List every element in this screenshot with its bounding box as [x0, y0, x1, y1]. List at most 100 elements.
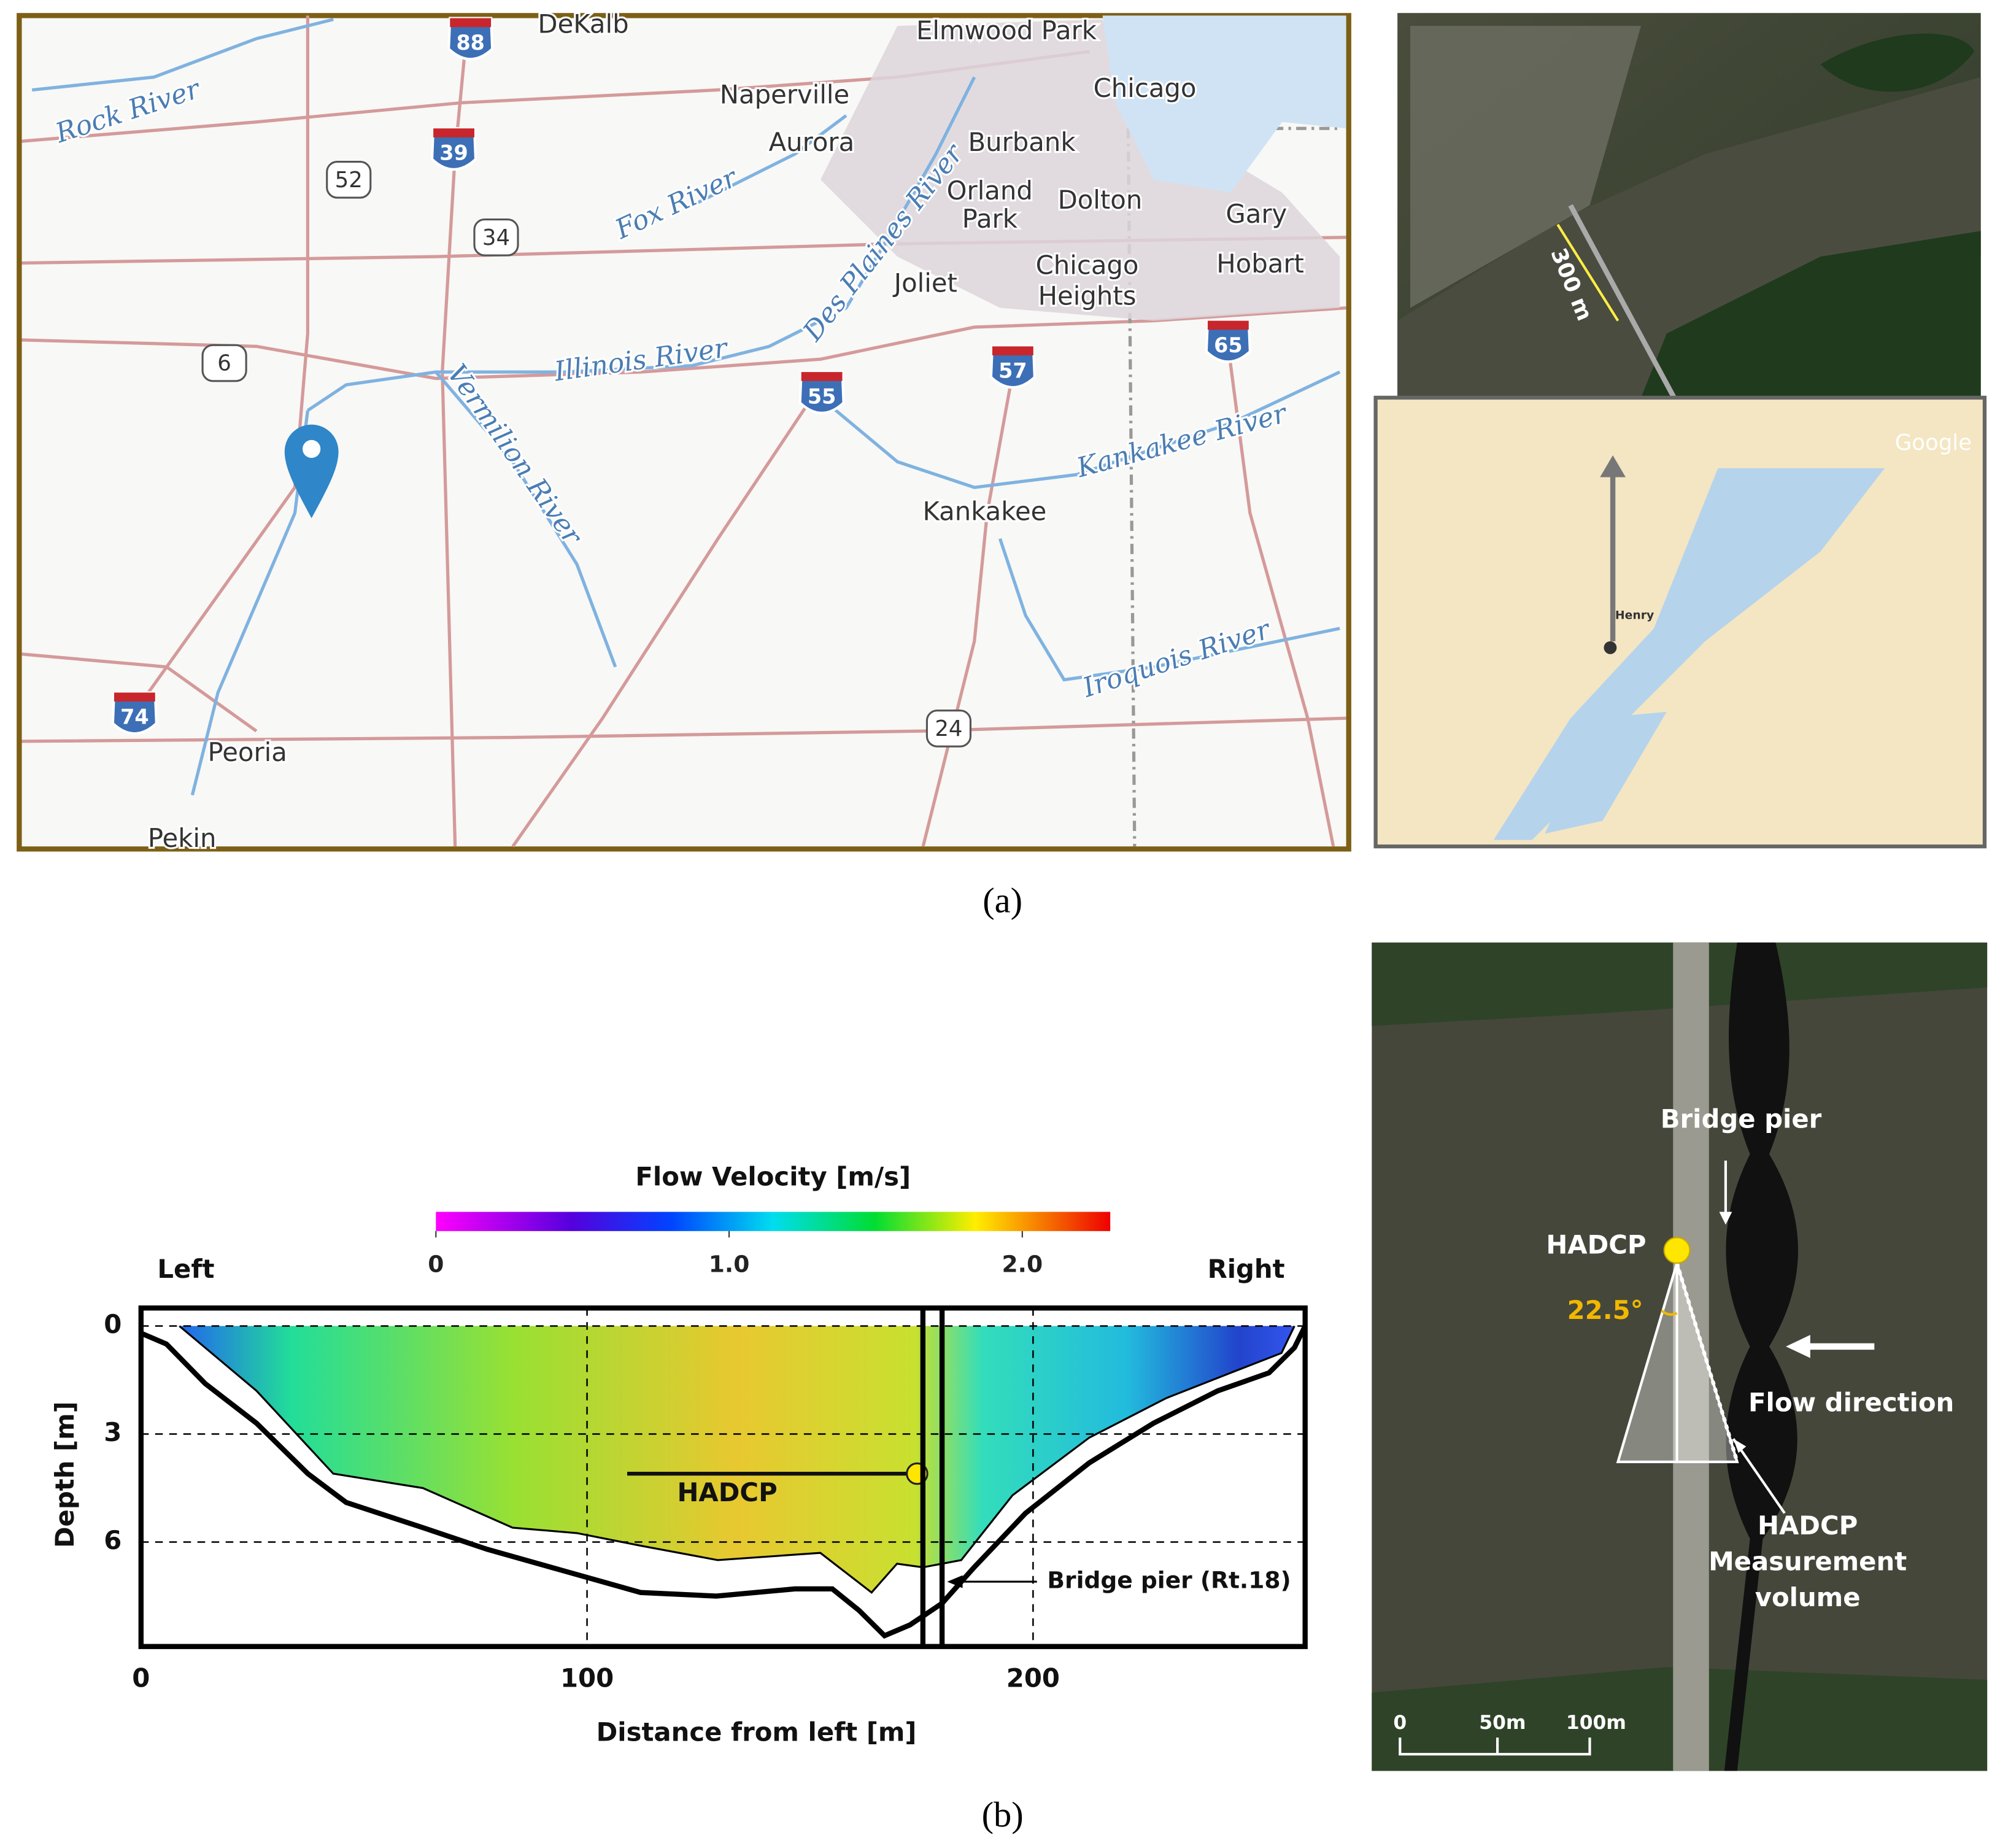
- bridge-shadow: [1724, 942, 1798, 1771]
- us-shield: [326, 160, 372, 199]
- us-route-label: 6: [217, 351, 231, 376]
- y-tick-label: 6: [104, 1525, 122, 1555]
- place-label: DeKalb: [538, 9, 628, 39]
- pier-label: Bridge pier (Rt.18): [1047, 1567, 1291, 1594]
- interstate-shield: [111, 691, 158, 735]
- riverbank: [1372, 942, 1988, 1771]
- interstate-shield: [430, 127, 477, 171]
- volume-pointer-head: [1733, 1439, 1747, 1453]
- interstate-label: 39: [439, 141, 468, 164]
- arrow-head: [1600, 455, 1626, 477]
- map-credit: Google: [1895, 430, 1972, 455]
- rivers: [31, 18, 1341, 796]
- place-label: Park: [962, 204, 1018, 234]
- place-label: Peoria: [208, 737, 287, 767]
- y-tick-label: 0: [104, 1309, 122, 1339]
- place-label: Pekin: [148, 823, 217, 853]
- us-route-label: 52: [335, 168, 363, 193]
- caption: (a): [983, 881, 1022, 921]
- bridge-deck: [1673, 942, 1709, 1771]
- place-label: Orland: [947, 176, 1033, 206]
- us-route-label: 34: [482, 225, 510, 250]
- hadcp-sensor: [1663, 1237, 1691, 1264]
- place-label: Naperville: [720, 79, 849, 109]
- angle-arc: [1661, 1309, 1678, 1316]
- town: [1410, 26, 1642, 308]
- bed-line: [140, 1324, 1308, 1639]
- interstate-label: 55: [808, 384, 836, 408]
- place-label: Burbank: [968, 127, 1076, 157]
- interstate-shield: [1205, 319, 1252, 363]
- x-tick-label: 0: [132, 1663, 150, 1693]
- location-pin: [284, 424, 339, 519]
- volume-label: HADCP: [1758, 1510, 1858, 1541]
- urban-area: [820, 19, 1340, 321]
- interstate-label: 88: [456, 31, 485, 55]
- hadcp-label: HADCP: [1546, 1229, 1646, 1259]
- hadcp-label: HADCP: [677, 1477, 777, 1507]
- flow-label: Flow direction: [1748, 1387, 1954, 1417]
- x-axis-label: Distance from left [m]: [597, 1717, 917, 1747]
- angle-label: 22.5°: [1567, 1295, 1643, 1325]
- beam-edge: [1675, 1262, 1739, 1463]
- place-label: Dolton: [1058, 185, 1143, 215]
- colorbar-tick-label: 2.0: [1002, 1251, 1043, 1278]
- interstate-shield: [989, 345, 1037, 389]
- interstate-shield: [798, 371, 845, 415]
- colorbar-tick-label: 0: [428, 1251, 444, 1278]
- interstate-label: 74: [120, 705, 149, 729]
- left-label: Left: [157, 1254, 214, 1284]
- pier-arrow-head: [947, 1575, 963, 1588]
- inset-dot: [1604, 641, 1617, 654]
- shield-top: [114, 692, 155, 702]
- scale-label: 0: [1393, 1712, 1407, 1734]
- place-label: Elmwood Park: [916, 15, 1097, 45]
- place-label: Heights: [1038, 280, 1137, 311]
- right-label: Right: [1208, 1254, 1285, 1284]
- grid: [140, 1308, 1305, 1647]
- place-label: Chicago: [1094, 73, 1197, 103]
- shield-top: [992, 346, 1033, 355]
- volume-label: volume: [1755, 1582, 1861, 1612]
- us-shield: [473, 218, 519, 257]
- scale-line: [1556, 223, 1620, 322]
- x-tick-label: 100: [560, 1663, 614, 1693]
- inset-river: [1493, 468, 1885, 840]
- x-tick-label: 200: [1006, 1663, 1060, 1693]
- colorbar: [436, 1212, 1111, 1231]
- scale-label: 50m: [1479, 1712, 1526, 1734]
- pier-arrow-head: [1719, 1212, 1732, 1225]
- colorbar-tick-label: 1.0: [709, 1251, 750, 1278]
- pin-dot: [303, 439, 321, 458]
- lake: [1102, 15, 1346, 193]
- velocity-field: [179, 1326, 1295, 1593]
- volume-pointer: [1732, 1438, 1786, 1514]
- shield-top: [433, 128, 474, 137]
- place-label: Gary: [1226, 199, 1287, 229]
- caption: (b): [982, 1795, 1024, 1834]
- place-label: Joliet: [892, 268, 957, 298]
- y-tick-label: 3: [104, 1417, 122, 1447]
- place-label: Hobart: [1216, 249, 1304, 279]
- scale-bar: [1399, 1738, 1591, 1756]
- interstate-shield: [447, 17, 494, 61]
- inset-place: Henry: [1615, 609, 1654, 622]
- place-label: Chicago: [1036, 250, 1139, 280]
- shield-top: [1207, 320, 1249, 330]
- shield-top: [801, 372, 843, 381]
- flow-arrow-head: [1786, 1335, 1810, 1358]
- bridge-pier-label: Bridge pier: [1661, 1104, 1822, 1134]
- forest: [1615, 33, 1981, 462]
- us-shield: [201, 344, 247, 382]
- us-shield: [925, 709, 972, 748]
- place-label: Kankakee: [923, 496, 1047, 526]
- volume-label: Measurement: [1708, 1546, 1907, 1576]
- measured-bottom-line: [179, 1325, 1295, 1594]
- shield-top: [450, 18, 492, 28]
- y-axis-label: Depth [m]: [50, 1401, 80, 1548]
- interstate-label: 65: [1214, 333, 1243, 357]
- colorbar-title: Flow Velocity [m/s]: [635, 1162, 911, 1192]
- us-route-label: 24: [935, 716, 962, 741]
